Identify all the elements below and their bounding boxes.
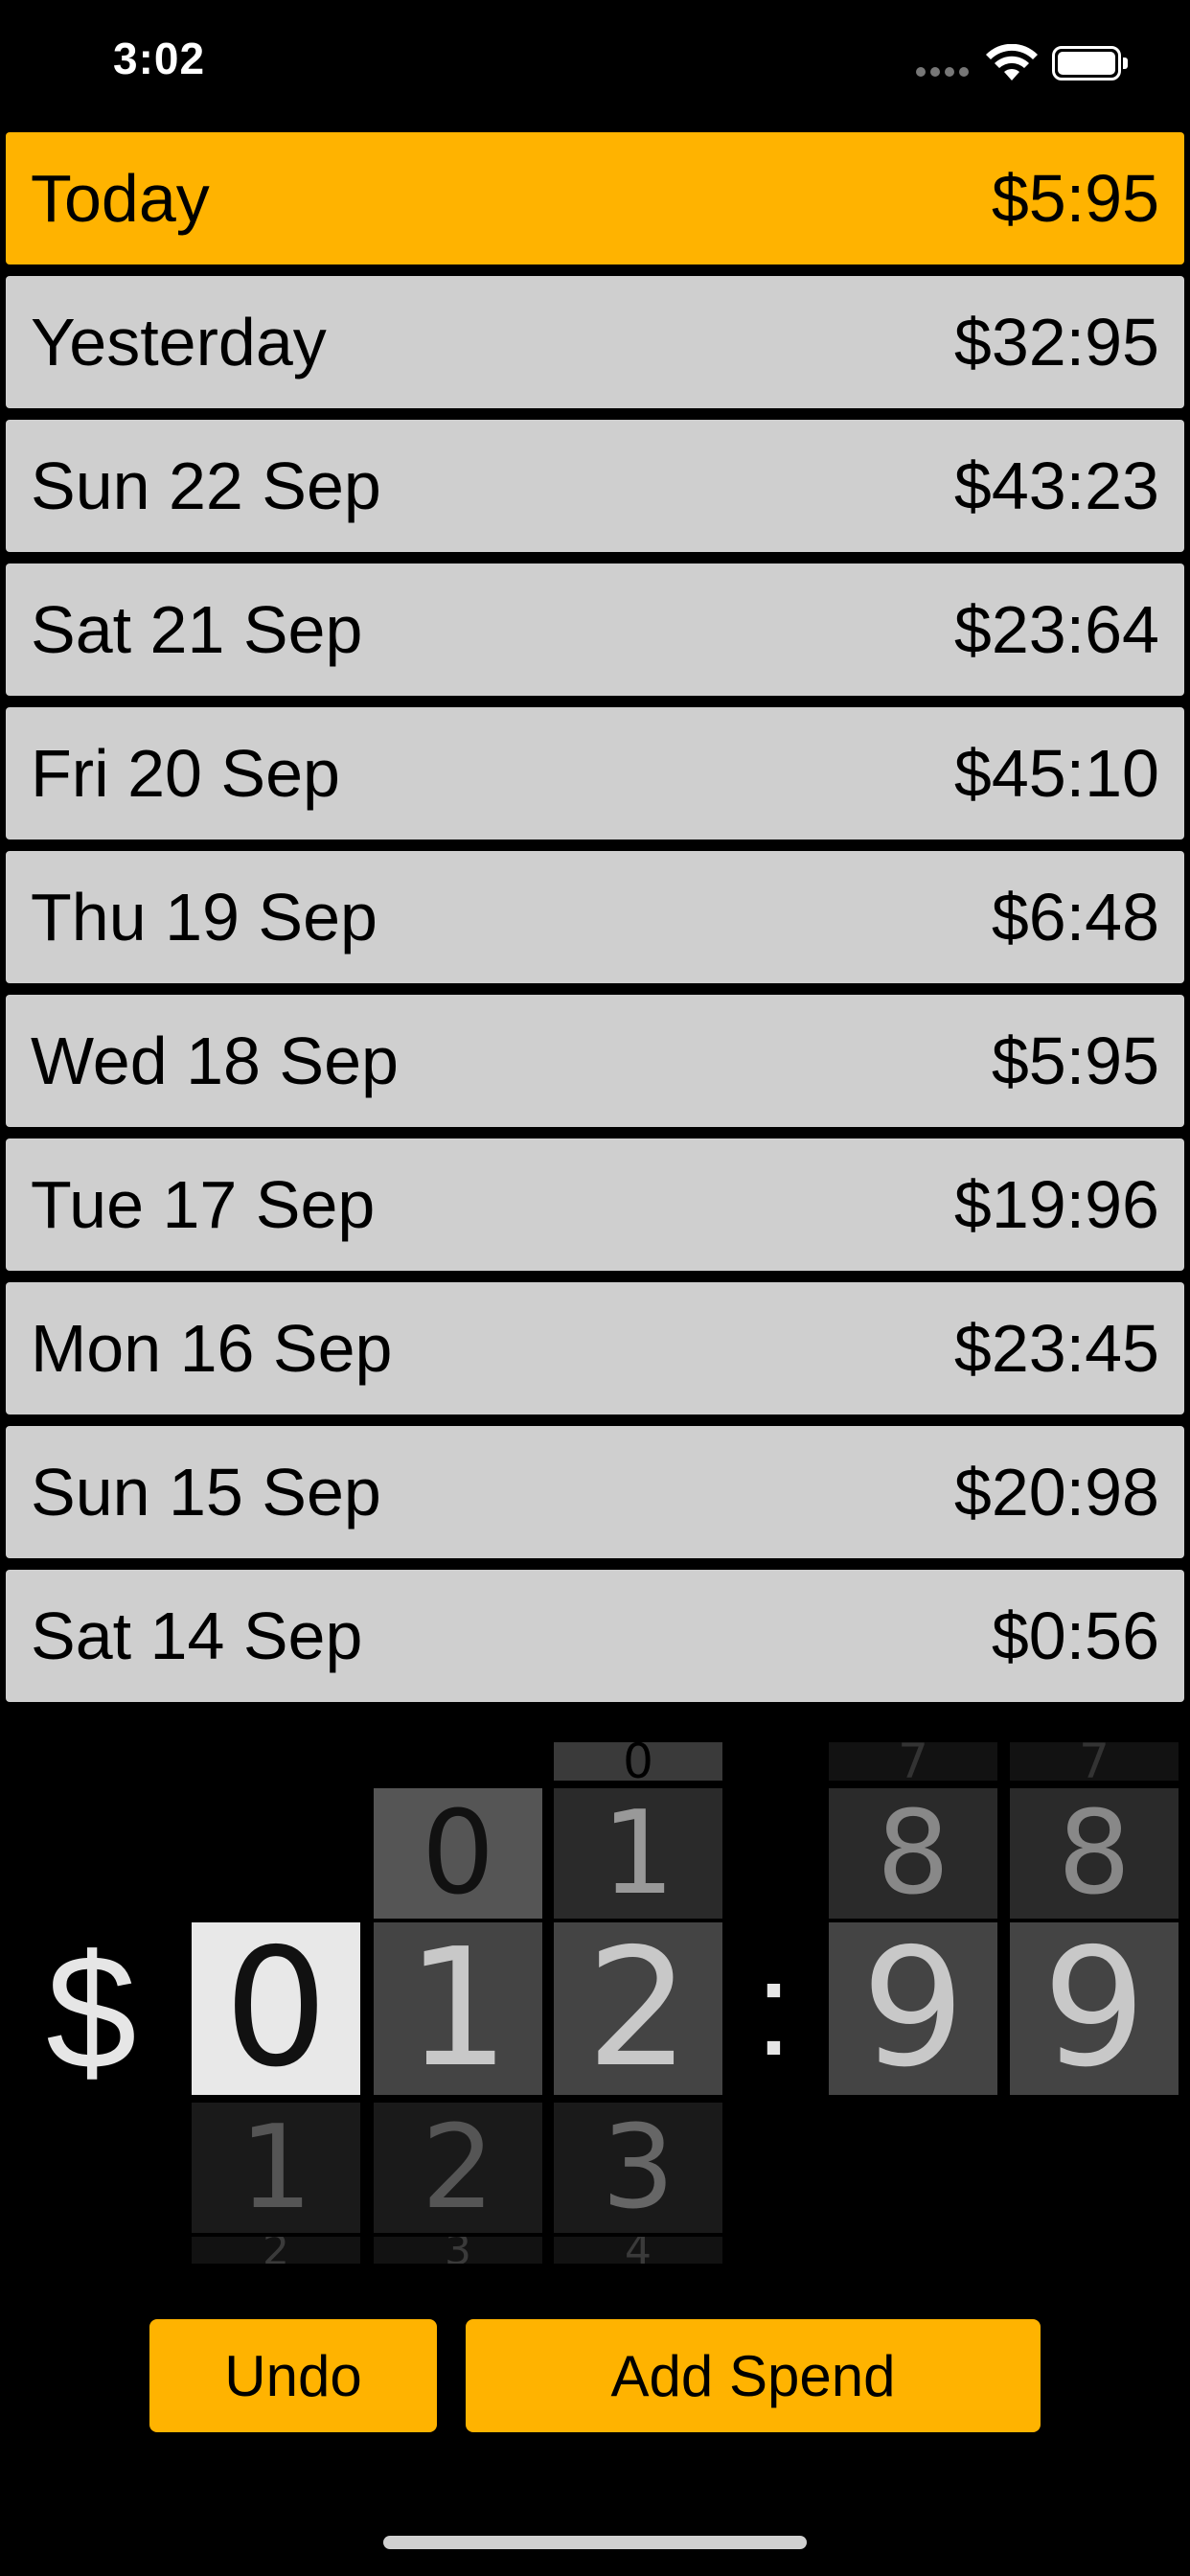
day-label: Yesterday: [31, 305, 327, 380]
day-row[interactable]: Sat 21 Sep $23:64: [6, 564, 1184, 696]
currency-symbol: $: [46, 1921, 137, 2104]
day-amount: $0:56: [991, 1598, 1159, 1673]
day-amount: $6:48: [991, 880, 1159, 954]
add-spend-button[interactable]: Add Spend: [466, 2319, 1041, 2432]
day-label: Sun 15 Sep: [31, 1455, 381, 1530]
day-row[interactable]: Thu 19 Sep $6:48: [6, 851, 1184, 983]
day-label: Fri 20 Sep: [31, 736, 340, 811]
picker-digit-option[interactable]: 8: [1010, 1788, 1179, 1919]
picker-digit-option[interactable]: 7: [1010, 1742, 1179, 1781]
picker-digit-selected[interactable]: 0: [192, 1922, 360, 2095]
action-bar: Undo Add Spend: [0, 2319, 1190, 2432]
day-row[interactable]: Sun 22 Sep $43:23: [6, 420, 1184, 552]
day-row[interactable]: Yesterday $32:95: [6, 276, 1184, 408]
picker-digit-option[interactable]: 3: [374, 2237, 542, 2264]
picker-digit-option[interactable]: 0: [374, 1788, 542, 1919]
day-label: Mon 16 Sep: [31, 1311, 393, 1386]
picker-digit-option[interactable]: 4: [554, 2237, 722, 2264]
picker-digit-option[interactable]: 1: [554, 1788, 722, 1919]
picker-digit-selected[interactable]: 9: [829, 1922, 997, 2095]
picker-digit-option[interactable]: 2: [374, 2103, 542, 2233]
day-row[interactable]: Mon 16 Sep $23:45: [6, 1282, 1184, 1414]
wifi-icon: [986, 44, 1038, 80]
day-spend-list: Today $5:95 Yesterday $32:95 Sun 22 Sep …: [6, 132, 1184, 1714]
day-label: Sun 22 Sep: [31, 448, 381, 523]
day-amount: $5:95: [991, 161, 1159, 236]
day-amount: $23:45: [953, 1311, 1159, 1386]
home-indicator[interactable]: [383, 2536, 807, 2549]
day-row[interactable]: Wed 18 Sep $5:95: [6, 995, 1184, 1127]
decimal-separator: :: [755, 1933, 792, 2083]
day-label: Tue 17 Sep: [31, 1167, 376, 1242]
picker-digit-option[interactable]: 8: [829, 1788, 997, 1919]
day-label: Sat 14 Sep: [31, 1598, 363, 1673]
picker-digit-option[interactable]: 0: [554, 1742, 722, 1781]
picker-digit-option[interactable]: 3: [554, 2103, 722, 2233]
day-amount: $19:96: [953, 1167, 1159, 1242]
day-amount: $20:98: [953, 1455, 1159, 1530]
day-label: Wed 18 Sep: [31, 1024, 399, 1098]
day-row[interactable]: Fri 20 Sep $45:10: [6, 707, 1184, 840]
picker-digit-option[interactable]: 2: [192, 2237, 360, 2264]
day-amount: $32:95: [953, 305, 1159, 380]
undo-button[interactable]: Undo: [149, 2319, 437, 2432]
battery-icon: [1052, 46, 1128, 80]
picker-digit-selected[interactable]: 2: [554, 1922, 722, 2095]
day-row-today[interactable]: Today $5:95: [6, 132, 1184, 264]
day-label: Today: [31, 161, 210, 236]
status-bar: 3:02: [0, 0, 1190, 125]
day-label: Sat 21 Sep: [31, 592, 363, 667]
picker-digit-option[interactable]: 7: [829, 1742, 997, 1781]
day-row[interactable]: Sun 15 Sep $20:98: [6, 1426, 1184, 1558]
amount-picker: $ 0 1 2 0 1 2 3 0 1 2 3 4 : 7 8 9 7 8 9: [0, 1735, 1190, 2281]
cellular-signal-icon: [916, 67, 970, 80]
day-row[interactable]: Sat 14 Sep $0:56: [6, 1570, 1184, 1702]
day-amount: $5:95: [991, 1024, 1159, 1098]
day-amount: $43:23: [953, 448, 1159, 523]
day-amount: $23:64: [953, 592, 1159, 667]
picker-digit-selected[interactable]: 1: [374, 1922, 542, 2095]
day-label: Thu 19 Sep: [31, 880, 378, 954]
day-amount: $45:10: [953, 736, 1159, 811]
picker-digit-selected[interactable]: 9: [1010, 1922, 1179, 2095]
status-time: 3:02: [113, 34, 206, 83]
day-row[interactable]: Tue 17 Sep $19:96: [6, 1138, 1184, 1271]
picker-digit-option[interactable]: 1: [192, 2103, 360, 2233]
